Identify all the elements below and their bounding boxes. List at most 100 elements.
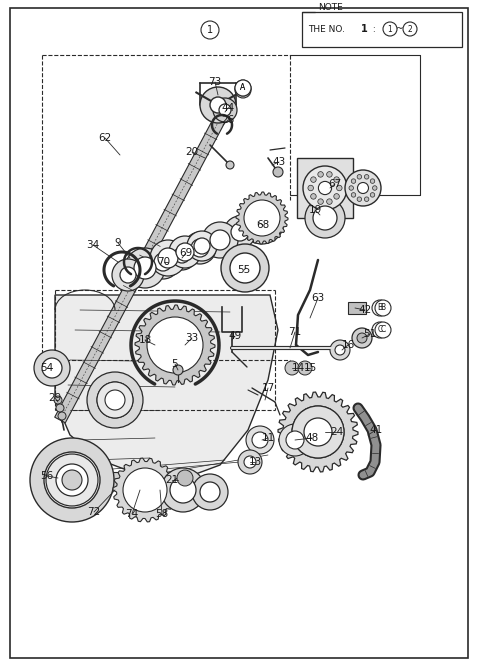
Circle shape [97,382,133,418]
Circle shape [244,200,280,236]
FancyBboxPatch shape [100,472,150,488]
Circle shape [305,198,345,238]
Circle shape [235,80,251,96]
Circle shape [219,104,231,116]
Circle shape [158,248,178,268]
Text: 62: 62 [98,133,112,143]
FancyBboxPatch shape [302,12,462,47]
Circle shape [372,185,377,190]
Circle shape [327,171,332,177]
Text: 74: 74 [125,509,139,519]
Text: 43: 43 [272,157,286,167]
Circle shape [330,340,350,360]
Circle shape [56,404,64,412]
Text: 1: 1 [388,25,392,33]
Circle shape [30,438,114,522]
Circle shape [375,300,391,316]
Polygon shape [135,305,215,385]
Circle shape [174,247,190,263]
Polygon shape [55,112,228,423]
Circle shape [334,193,339,199]
Circle shape [134,257,156,279]
Circle shape [383,22,397,36]
Text: 34: 34 [86,240,100,250]
Circle shape [372,322,388,338]
Text: 72: 72 [87,507,101,517]
Text: 26: 26 [221,115,235,125]
Text: 70: 70 [157,257,170,267]
Circle shape [170,477,196,503]
Circle shape [120,267,136,283]
Text: 73: 73 [208,77,222,87]
Circle shape [44,452,100,508]
Polygon shape [113,458,177,522]
Circle shape [357,333,367,343]
Text: THE NO.: THE NO. [308,25,350,33]
Circle shape [147,317,203,373]
Circle shape [336,185,342,191]
Circle shape [202,222,238,258]
Circle shape [358,183,369,193]
Text: 67: 67 [328,179,342,189]
Text: 42: 42 [359,305,372,315]
Circle shape [154,253,172,271]
Circle shape [56,464,88,496]
Text: :: : [370,25,376,33]
Circle shape [54,396,62,404]
Circle shape [244,456,256,468]
Circle shape [200,482,220,502]
Circle shape [161,468,205,512]
Circle shape [370,193,375,197]
Text: 20: 20 [185,147,199,157]
Circle shape [42,358,62,378]
Circle shape [252,432,268,448]
Circle shape [292,406,344,458]
Circle shape [279,424,311,456]
Circle shape [349,185,353,190]
Circle shape [352,328,372,348]
Text: 21: 21 [166,475,179,485]
FancyBboxPatch shape [348,302,366,314]
Text: NOTE: NOTE [318,3,343,12]
Text: 14: 14 [291,363,305,373]
Text: 48: 48 [305,433,319,443]
Circle shape [313,206,337,230]
Circle shape [364,175,369,179]
Text: 11: 11 [262,433,275,443]
Text: A: A [240,83,246,93]
Circle shape [62,470,82,490]
Circle shape [191,239,209,257]
Circle shape [403,22,417,36]
Circle shape [112,259,144,291]
Circle shape [230,253,260,283]
Text: 54: 54 [40,363,54,373]
Text: 69: 69 [180,248,192,258]
Text: 58: 58 [156,509,168,519]
Text: C: C [380,325,385,334]
Text: A: A [240,83,246,93]
Circle shape [375,322,391,338]
Text: 71: 71 [288,327,301,337]
Circle shape [370,179,375,183]
Text: 29: 29 [48,393,61,403]
Circle shape [150,240,186,276]
Text: 33: 33 [185,333,199,343]
Circle shape [298,361,312,375]
Circle shape [201,21,219,39]
Circle shape [318,171,324,177]
Circle shape [304,418,332,446]
Circle shape [308,185,313,191]
Circle shape [87,372,143,428]
Circle shape [285,361,299,375]
Circle shape [286,431,304,449]
Circle shape [34,350,70,386]
Circle shape [235,80,251,96]
Text: 24: 24 [330,427,344,437]
Polygon shape [55,295,278,480]
Text: 41: 41 [370,425,383,435]
Circle shape [235,82,251,98]
Circle shape [125,248,165,288]
Circle shape [226,161,234,169]
Circle shape [292,406,344,458]
Circle shape [273,167,283,177]
